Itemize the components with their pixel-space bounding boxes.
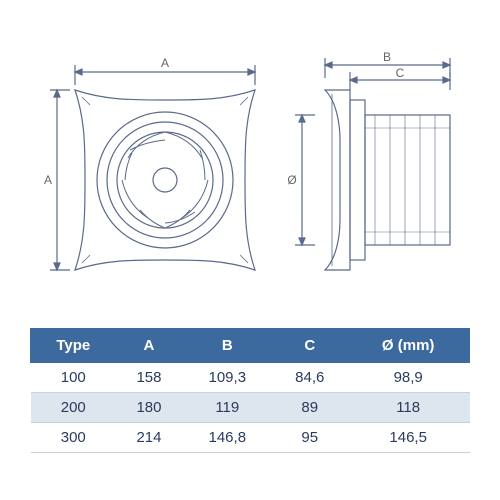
col-type: Type xyxy=(31,329,117,363)
table-row: 300 214 146,8 95 146,5 xyxy=(31,423,470,453)
col-c: C xyxy=(273,329,347,363)
dim-label-c: C xyxy=(396,66,405,80)
dim-label-b: B xyxy=(383,50,391,64)
table-header-row: Type A B C Ø (mm) xyxy=(31,329,470,363)
col-diameter: Ø (mm) xyxy=(347,329,470,363)
technical-diagram: A A B C Ø xyxy=(30,50,470,300)
col-b: B xyxy=(182,329,273,363)
col-a: A xyxy=(116,329,182,363)
dim-label-diameter: Ø xyxy=(287,173,296,187)
table-row: 200 180 119 89 118 xyxy=(31,393,470,423)
dimensions-table: Type A B C Ø (mm) 100 158 109,3 84,6 98,… xyxy=(30,328,470,453)
table-row: 100 158 109,3 84,6 98,9 xyxy=(31,363,470,393)
dim-label-a-top: A xyxy=(161,56,169,70)
dim-label-a-left: A xyxy=(44,173,52,187)
